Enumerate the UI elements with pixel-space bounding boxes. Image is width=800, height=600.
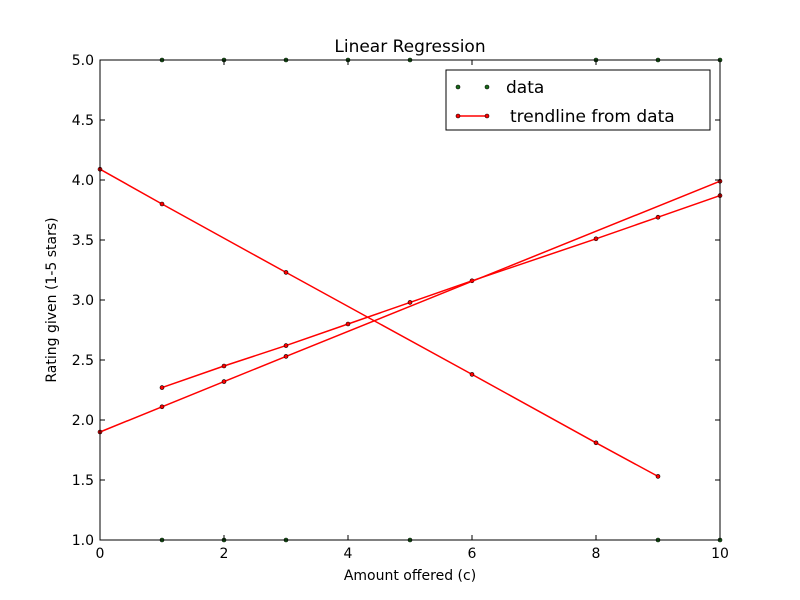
y-tick-label: 3.5	[72, 233, 94, 249]
trendline-point	[221, 379, 227, 384]
trendline-point	[469, 372, 475, 377]
legend-trendline-marker	[455, 113, 461, 119]
y-tick-label: 4.5	[72, 113, 94, 129]
trendline-point	[221, 363, 227, 369]
trendline-point	[655, 474, 661, 479]
trendline-point	[655, 214, 661, 220]
trendline-point	[345, 321, 351, 327]
axis-ticks: 0 2 4 6 8 10 1.0 1.5 2.0 2.5 3.0 3.5 4.0 4.5 5.0	[72, 53, 729, 562]
trendline-point	[593, 236, 599, 242]
y-tick-label: 3.0	[72, 293, 94, 309]
y-tick-label: 4.0	[72, 173, 94, 189]
trendline-point	[407, 300, 413, 305]
legend-trendline-marker	[484, 113, 490, 119]
legend-label-data: data	[506, 78, 544, 98]
x-tick-label: 4	[344, 546, 353, 562]
chart-title: Linear Regression	[334, 37, 485, 57]
legend-box	[445, 69, 711, 131]
trendline-point	[159, 201, 165, 207]
trendline-series-0	[99, 168, 659, 478]
y-tick-label: 2.0	[72, 413, 94, 429]
trendline-point	[159, 385, 165, 390]
x-tick-label: 10	[711, 546, 729, 562]
trendline-point	[283, 343, 289, 348]
legend: data trendline from data	[445, 69, 711, 131]
legend-data-marker	[455, 84, 461, 90]
y-tick-label: 5.0	[72, 53, 94, 69]
x-tick-label: 6	[468, 546, 477, 562]
plot-area	[97, 57, 723, 543]
x-axis-label: Amount offered (c)	[344, 568, 476, 584]
trendline-point	[159, 404, 165, 410]
y-tick-label: 1.0	[72, 533, 94, 549]
trendline-point	[283, 270, 289, 275]
x-tick-label: 8	[592, 546, 601, 562]
trendline-point	[283, 354, 289, 359]
y-tick-label: 2.5	[72, 353, 94, 369]
legend-label-trendline: trendline from data	[510, 107, 675, 127]
x-tick-label: 2	[220, 546, 229, 562]
y-axis-label: Rating given (1-5 stars)	[44, 217, 60, 382]
x-tick-label: 0	[96, 546, 105, 562]
y-tick-label: 1.5	[72, 473, 94, 489]
trendline-point	[593, 440, 599, 446]
legend-data-marker	[484, 84, 490, 90]
